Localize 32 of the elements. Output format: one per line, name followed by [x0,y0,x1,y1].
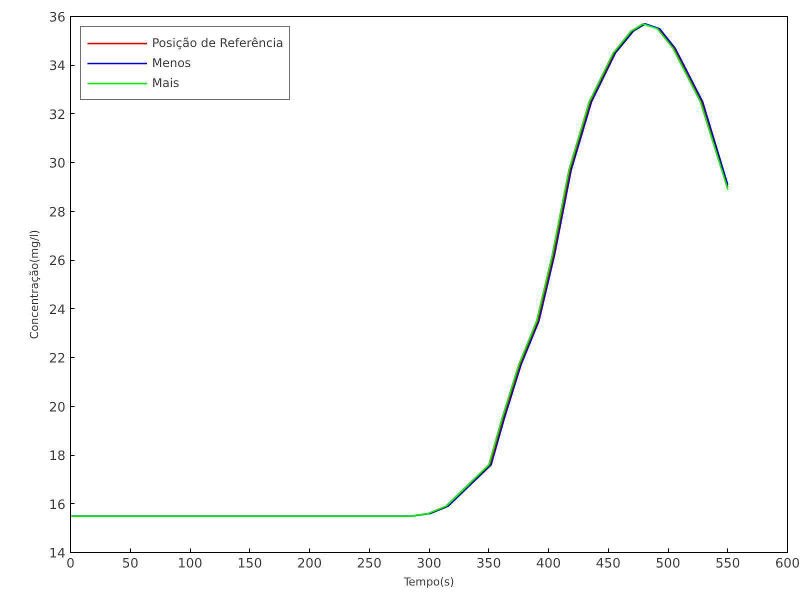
x-tick-label: 300 [416,556,442,572]
line-series [468,23,728,486]
x-tick-label: 0 [66,556,75,572]
x-tick-label: 100 [178,556,202,572]
y-tick-label: 24 [48,302,66,318]
x-tick-label: 500 [656,556,680,572]
legend-label: Mais [152,76,180,90]
y-tick-label: 32 [48,108,66,123]
legend-label: Menos [152,56,191,70]
x-tick-label: 250 [356,556,382,572]
x-tick-label: 600 [775,556,800,572]
y-tick-label: 26 [48,254,66,270]
x-tick-label: 50 [122,556,139,572]
x-tick-label: 350 [476,556,502,572]
x-tick-label: 550 [715,556,740,572]
y-axis-title: Concentração(mg/l) [28,230,41,340]
y-tick-label: 34 [48,59,66,74]
y-tick-label: 30 [48,156,66,172]
y-tick-label: 14 [48,546,66,562]
x-tick-label: 450 [596,556,621,572]
y-tick-label: 36 [48,10,66,26]
line-series [70,23,728,517]
x-tick-label: 400 [536,556,561,572]
y-tick-label: 22 [48,352,66,367]
x-tick-label: 150 [237,556,262,572]
y-tick-label: 20 [48,400,66,416]
y-tick-label: 18 [48,449,66,464]
y-tick-label: 16 [48,498,66,513]
y-tick-label: 28 [48,205,66,220]
legend-label: Posição de Referência [152,36,284,50]
x-axis-title: Tempo(s) [402,576,454,588]
x-tick-label: 200 [297,556,322,572]
